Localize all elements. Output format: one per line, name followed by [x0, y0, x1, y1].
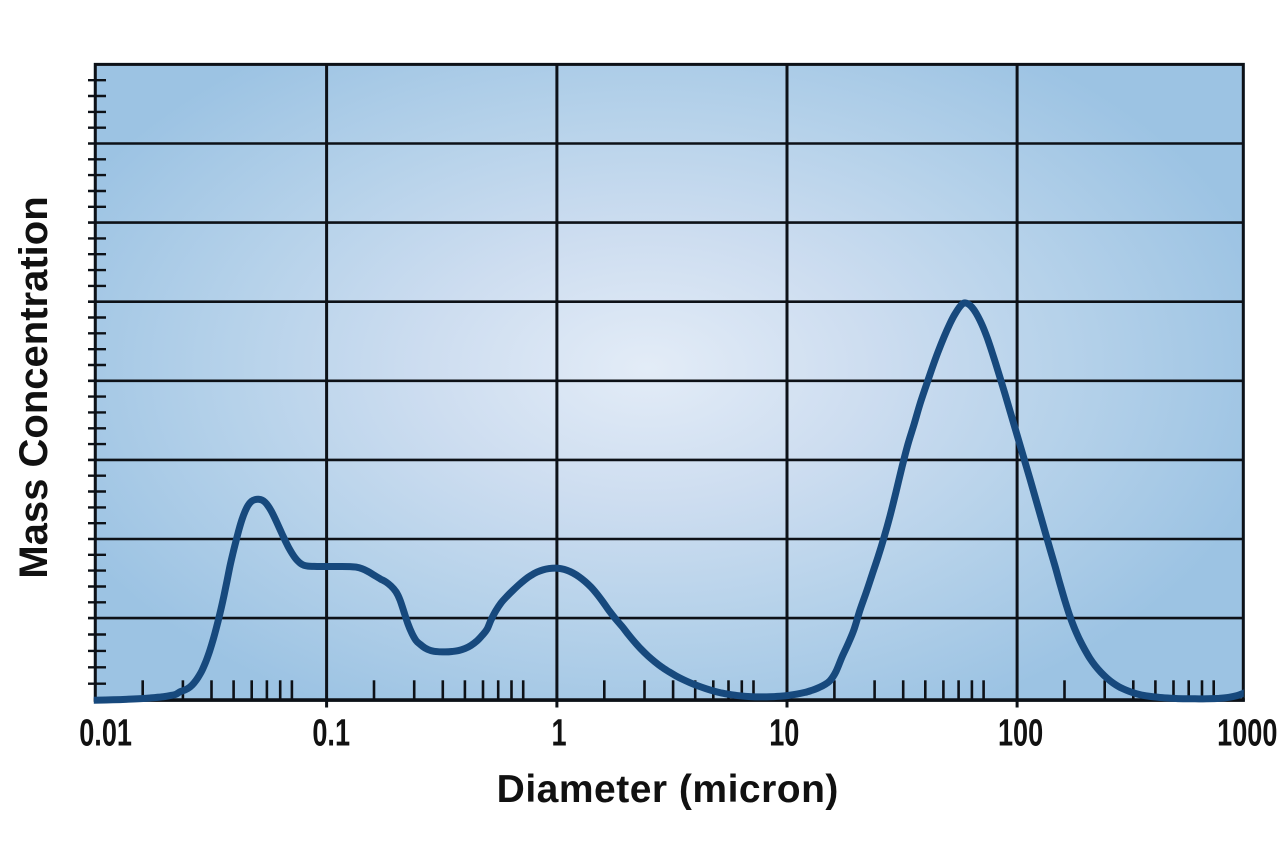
- svg-text:0.01: 0.01: [79, 712, 132, 755]
- svg-text:1: 1: [551, 712, 566, 755]
- svg-text:Diameter (micron): Diameter (micron): [497, 768, 839, 811]
- svg-text:0.1: 0.1: [312, 712, 350, 755]
- svg-text:Mass Concentration: Mass Concentration: [12, 196, 56, 578]
- svg-text:1000: 1000: [1217, 712, 1277, 755]
- svg-text:100: 100: [998, 712, 1043, 755]
- svg-text:10: 10: [769, 712, 799, 755]
